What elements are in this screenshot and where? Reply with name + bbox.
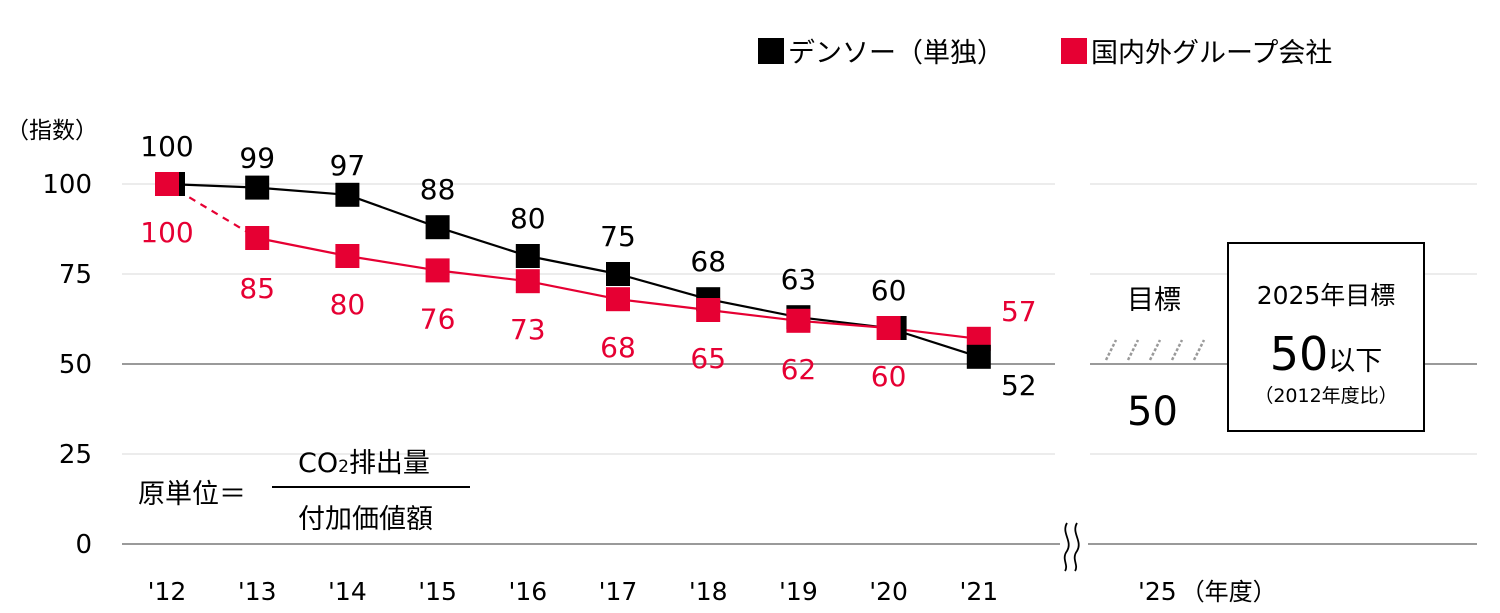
series-0-segment-5 xyxy=(617,272,709,301)
x-tick-labels: '12 '13 '14 '15 '16 '17 '18 '19 '20 '21 xyxy=(148,577,998,606)
y-tick-100: 100 xyxy=(42,170,92,200)
marker-series-1-7 xyxy=(786,308,811,333)
data-label-series-0-0: 100 xyxy=(140,130,193,163)
marker-series-1-6 xyxy=(696,298,721,322)
data-label-series-1-6: 65 xyxy=(690,342,726,375)
x-tick-7: '19 xyxy=(779,577,818,606)
y-tick-25: 25 xyxy=(59,440,92,470)
marker-series-0-2 xyxy=(335,182,360,207)
series-markers xyxy=(155,172,991,369)
data-label-series-1-1: 85 xyxy=(239,272,275,305)
marker-series-1-3 xyxy=(425,258,450,283)
y-tick-0: 0 xyxy=(75,530,92,560)
marker-series-0-3 xyxy=(425,215,450,240)
marker-series-1-4 xyxy=(515,269,540,294)
data-label-series-0-3: 88 xyxy=(420,173,456,206)
target-box-note: （2012年度比） xyxy=(1254,385,1397,407)
marker-series-0-5 xyxy=(606,262,630,286)
data-label-series-0-5: 75 xyxy=(600,220,636,253)
data-label-series-0-8: 60 xyxy=(871,274,907,307)
series-0-segment-6 xyxy=(707,298,799,319)
data-label-series-0-1: 99 xyxy=(239,142,275,175)
series-1-segment-4 xyxy=(527,280,619,301)
target-box-value: 50以下 xyxy=(1270,327,1383,381)
axis-break-icon xyxy=(1063,522,1080,572)
x-tick-1: '13 xyxy=(238,577,277,606)
marker-series-1-1 xyxy=(245,226,270,250)
data-label-series-1-5: 68 xyxy=(600,331,636,364)
x-target-tick-label: '25 （年度） xyxy=(1138,577,1277,606)
data-label-series-1-8: 60 xyxy=(871,360,907,393)
series-lines xyxy=(166,182,980,358)
x-tick-2: '14 xyxy=(328,577,367,606)
y-axis-title: （指数） xyxy=(6,118,98,144)
series-0-segment-3 xyxy=(437,226,529,258)
data-label-series-0-9: 52 xyxy=(1001,369,1037,402)
series-1-segment-2 xyxy=(347,254,438,272)
data-label-series-1-4: 73 xyxy=(510,313,546,346)
x-tick-6: '18 xyxy=(689,577,728,606)
x-tick-9: '21 xyxy=(959,577,998,606)
formula-denominator: 付加価値額 xyxy=(298,504,433,535)
x-tick-0: '12 xyxy=(148,577,187,606)
marker-series-1-2 xyxy=(335,244,360,268)
series-1-segment-5 xyxy=(617,298,709,312)
data-label-series-1-7: 62 xyxy=(781,353,817,386)
data-label-series-1-3: 76 xyxy=(420,302,456,335)
legend-swatch-group xyxy=(1061,38,1087,64)
target-area: 目標 50 2025年目標 50以下 （2012年度比） xyxy=(1104,242,1425,435)
data-label-series-0-7: 63 xyxy=(781,263,817,296)
x-tick-8: '20 xyxy=(869,577,908,606)
marker-series-0-1 xyxy=(245,175,270,200)
series-0-segment-4 xyxy=(527,254,619,276)
target-label: 目標 xyxy=(1127,285,1181,316)
marker-series-1-8 xyxy=(876,316,901,340)
legend-label-group: 国内外グループ会社 xyxy=(1091,38,1332,69)
data-label-series-1-0: 100 xyxy=(140,216,193,249)
target-box-title: 2025年目標 xyxy=(1257,281,1396,310)
marker-series-0-4 xyxy=(515,244,540,268)
y-tick-labels: 0 25 50 75 100 xyxy=(42,170,92,560)
marker-series-1-0 xyxy=(155,172,179,196)
data-label-series-1-9: 57 xyxy=(1001,295,1037,328)
series-1-segment-3 xyxy=(437,269,528,283)
series-0-segment-1 xyxy=(257,186,348,196)
data-label-series-0-6: 68 xyxy=(690,245,726,278)
x-tick-4: '16 xyxy=(508,577,547,606)
series-1-segment-1 xyxy=(256,236,348,258)
marker-series-0-9 xyxy=(966,344,991,369)
y-tick-50: 50 xyxy=(59,350,92,380)
x-tick-5: '17 xyxy=(599,577,638,606)
data-labels: 100 99 97 88 80 75 68 63 60 52 100 85 80 76 73 68 65 62 60… xyxy=(140,130,1036,402)
formula-lhs: 原単位＝ xyxy=(138,479,246,510)
target-box xyxy=(1227,242,1425,432)
target-value: 50 xyxy=(1127,389,1178,435)
target-hatch-icon xyxy=(1104,339,1206,361)
marker-series-1-5 xyxy=(606,287,630,312)
series-1-segment-6 xyxy=(708,308,799,322)
legend: デンソー（単独） 国内外グループ会社 xyxy=(758,38,1332,69)
series-0-segment-2 xyxy=(347,193,438,229)
data-label-series-0-4: 80 xyxy=(510,202,546,235)
formula-numerator: CO2排出量 xyxy=(298,448,430,479)
legend-swatch-denso xyxy=(758,38,784,64)
x-tick-3: '15 xyxy=(418,577,457,606)
series-1-segment-7 xyxy=(798,319,889,330)
data-label-series-1-2: 80 xyxy=(330,288,366,321)
formula: 原単位＝ CO2排出量 付加価値額 xyxy=(138,448,470,535)
y-tick-75: 75 xyxy=(59,260,92,290)
data-label-series-0-2: 97 xyxy=(330,149,366,182)
legend-label-denso: デンソー（単独） xyxy=(788,38,1004,69)
